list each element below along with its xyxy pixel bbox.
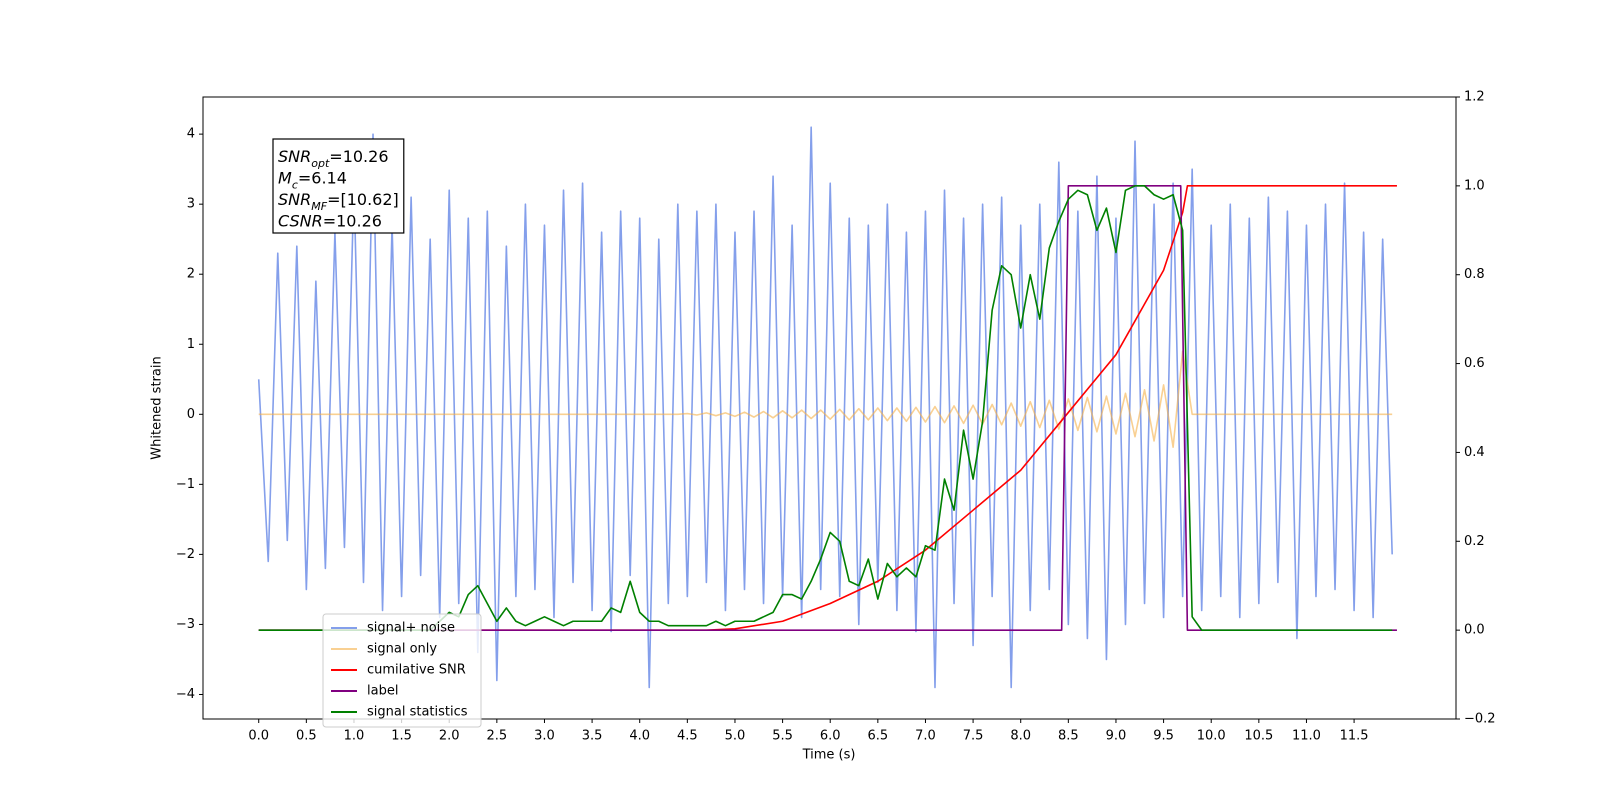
y-tick-label: 1 [187, 337, 195, 352]
y-tick-label: −2 [176, 547, 195, 562]
x-tick-label: 5.0 [725, 729, 746, 744]
y2-tick-label: 0.2 [1464, 534, 1485, 549]
annotation-text: SNRMF=[10.62] [278, 190, 399, 213]
annotation-value: =10.26 [323, 211, 382, 230]
x-tick-label: 10.0 [1197, 729, 1226, 744]
annotation-subscript: MF [311, 200, 327, 213]
annotation-subscript: opt [311, 157, 330, 170]
annotation-subscript: c [292, 178, 298, 191]
x-tick-label: 3.0 [534, 729, 555, 744]
series-line [258, 185, 1397, 631]
y-tick-label: −3 [176, 617, 195, 632]
x-tick-label: 1.0 [344, 729, 365, 744]
y-axis-label: Whitened strain [150, 356, 165, 459]
x-tick-label: 11.0 [1292, 729, 1321, 744]
annotation-symbol: SNR [278, 147, 311, 166]
y2-tick-label: 0.6 [1464, 356, 1485, 371]
annotation-value: =6.14 [298, 168, 347, 187]
y2-tick-label: 0.4 [1464, 445, 1485, 460]
y-tick-label: −1 [176, 477, 195, 492]
annotation-text: CSNR=10.26 [278, 211, 382, 230]
y2-tick-label: 0.8 [1464, 267, 1485, 282]
series-line [257, 126, 1393, 689]
x-tick-label: 0.0 [248, 729, 269, 744]
y2-tick-label: 0.0 [1464, 623, 1485, 638]
y-tick-label: 4 [187, 127, 195, 142]
x-tick-label: 8.0 [1010, 729, 1031, 744]
legend-label: cumilative SNR [367, 663, 466, 678]
legend-label: signal statistics [367, 705, 468, 720]
x-tick-label: 7.5 [963, 729, 984, 744]
y2-tick-label: 1.2 [1464, 90, 1485, 105]
series-line [258, 350, 1393, 449]
x-tick-label: 4.0 [629, 729, 650, 744]
x-tick-label: 0.5 [296, 729, 317, 744]
y-tick-label: 0 [187, 407, 195, 422]
x-tick-label: 3.5 [582, 729, 603, 744]
x-tick-label: 1.5 [391, 729, 412, 744]
y-tick-label: 3 [187, 197, 195, 212]
annotation-symbol: CSNR [278, 211, 323, 230]
x-tick-label: 4.5 [677, 729, 698, 744]
annotation-symbol: SNR [278, 190, 311, 209]
annotation-text: Mc=6.14 [278, 168, 347, 191]
x-tick-label: 2.5 [486, 729, 507, 744]
y-tick-label: 2 [187, 267, 195, 282]
x-tick-label: 9.0 [1106, 729, 1127, 744]
x-tick-label: 5.5 [772, 729, 793, 744]
x-tick-label: 6.5 [867, 729, 888, 744]
annotation-value: =10.26 [329, 147, 388, 166]
annotation-symbol: M [278, 168, 292, 187]
axes-frame [202, 96, 1457, 720]
x-tick-label: 7.0 [915, 729, 936, 744]
legend-label: signal+ noise [367, 621, 455, 636]
legend-label: label [367, 684, 398, 699]
x-tick-label: 2.0 [439, 729, 460, 744]
x-tick-label: 6.0 [820, 729, 841, 744]
annotation-value: =[10.62] [327, 190, 399, 209]
y-tick-label: −4 [176, 687, 195, 702]
y2-tick-label: 1.0 [1464, 178, 1485, 193]
x-tick-label: 8.5 [1058, 729, 1079, 744]
plot-area [257, 126, 1397, 689]
legend-box [322, 613, 482, 728]
x-tick-label: 9.5 [1153, 729, 1174, 744]
legend-label: signal only [367, 642, 437, 657]
x-tick-label: 11.5 [1340, 729, 1369, 744]
x-tick-label: 10.5 [1244, 729, 1273, 744]
x-axis-label: Time (s) [802, 748, 856, 763]
annotation-text: SNRopt=10.26 [278, 147, 389, 170]
annotation-box [272, 138, 405, 234]
y2-tick-label: −0.2 [1464, 712, 1496, 727]
